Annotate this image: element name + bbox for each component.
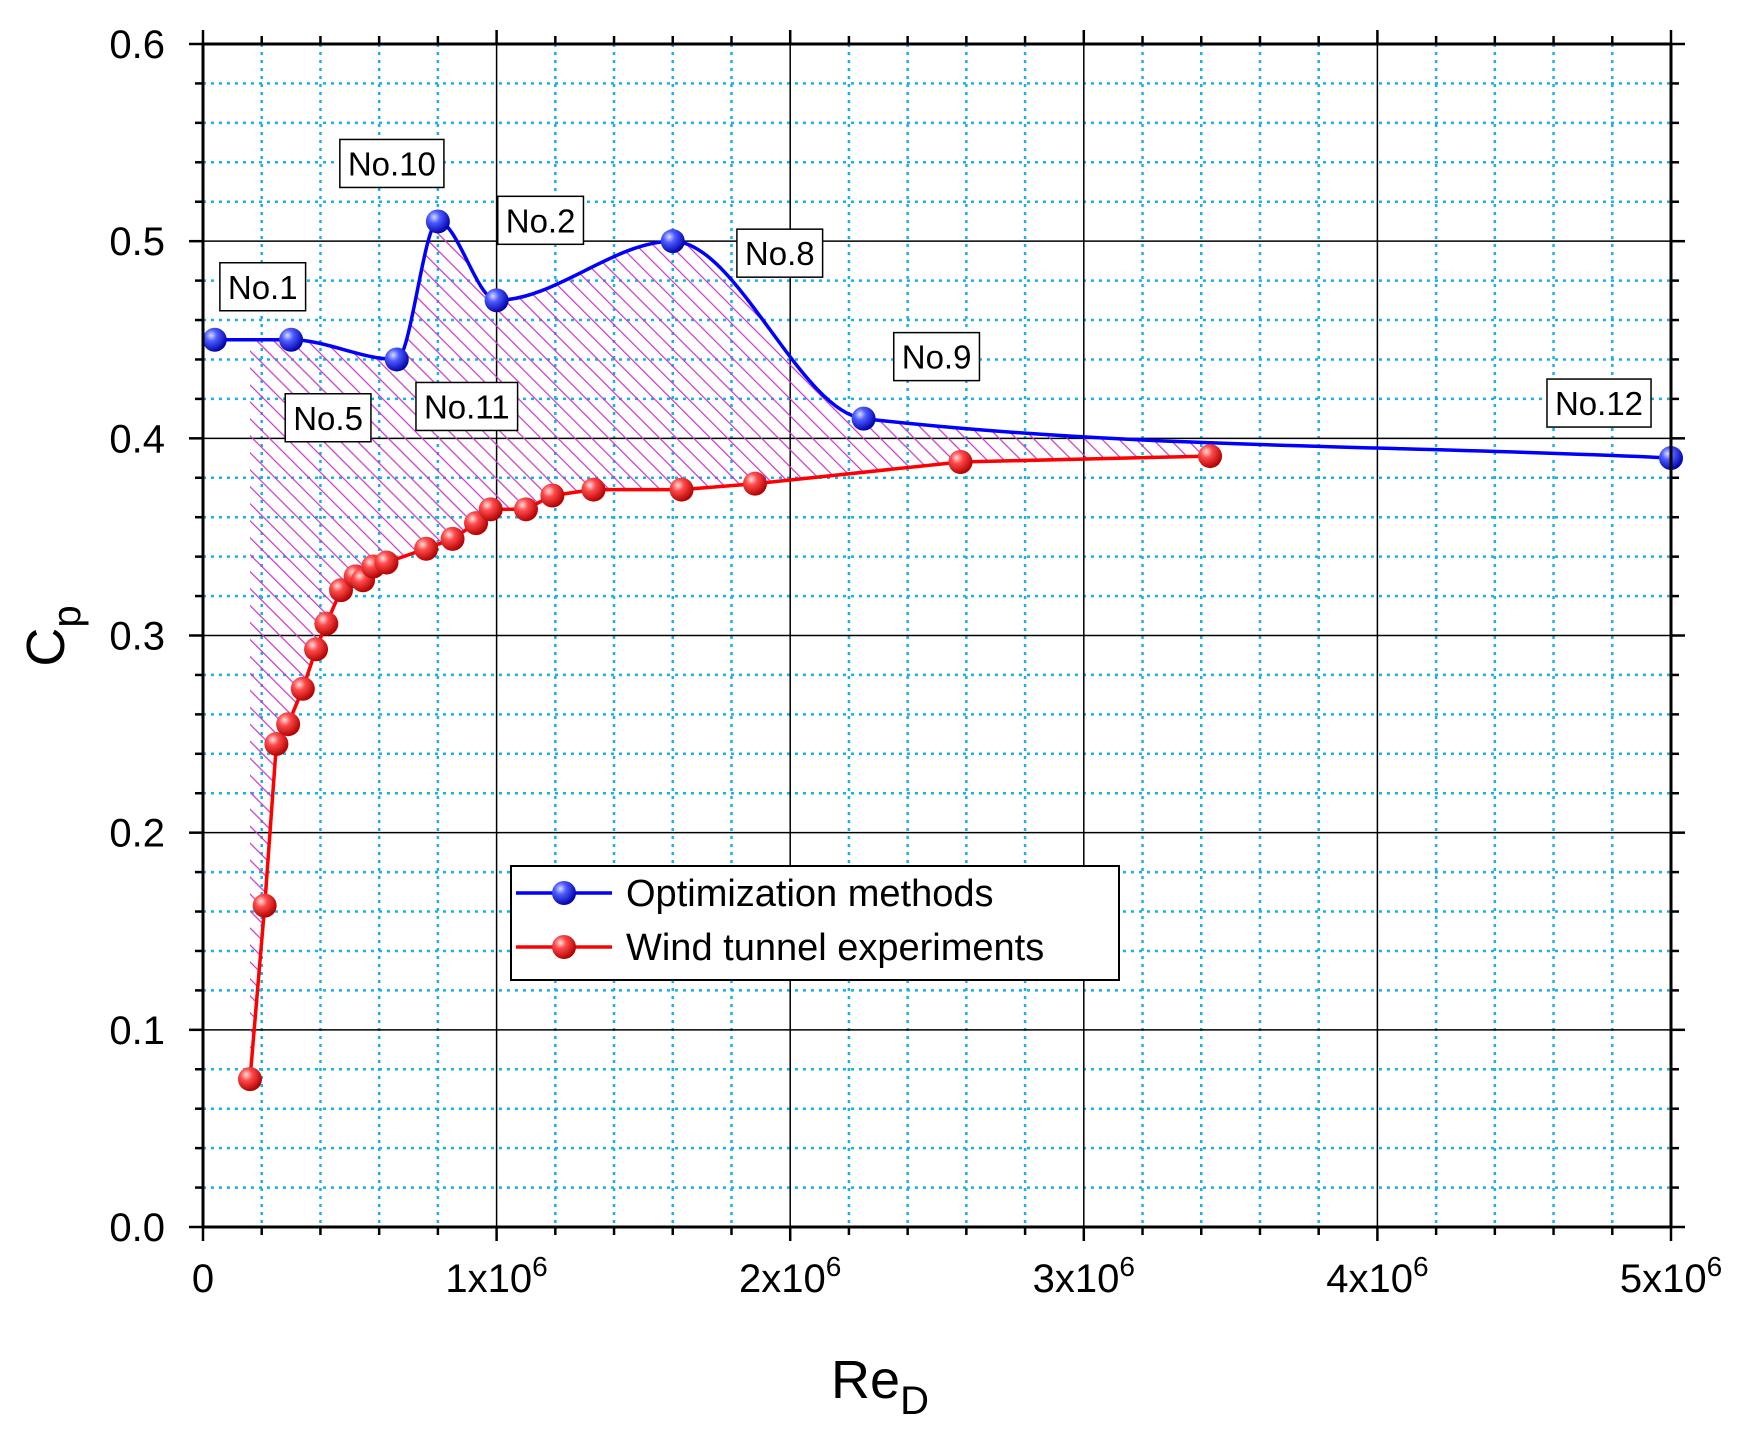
annotation-box	[496, 195, 585, 246]
annotation-box	[736, 228, 824, 278]
annotation-text: No.8	[745, 235, 815, 272]
annotation-label: No.2	[496, 195, 585, 246]
x-tick-label: 5x106	[1620, 1251, 1722, 1301]
legend-marker-optimization	[552, 881, 576, 905]
optimization-point	[851, 406, 876, 431]
annotation-label: No.9	[892, 331, 981, 382]
annotation-text: No.10	[348, 145, 436, 182]
annotation-label: No.1	[219, 262, 307, 312]
legend-box	[510, 865, 1120, 981]
point-annotations: No.1 No.5 No.11 No.10 No.2 No.8 No.9 No.12	[219, 138, 1652, 443]
annotation-box	[892, 331, 981, 382]
y-tick-label: 0.3	[109, 615, 165, 659]
wind-tunnel-point	[440, 526, 465, 551]
wind-tunnel-point	[264, 731, 289, 756]
annotation-label: No.8	[736, 228, 824, 278]
optimization-point	[279, 327, 304, 352]
legend-label-optimization: Optimization methods	[626, 873, 994, 915]
legend-marker-wind-tunnel	[552, 935, 576, 959]
wind-tunnel-point	[290, 676, 315, 701]
x-axis-title: ReD	[831, 1350, 929, 1423]
wind-tunnel-point	[513, 497, 538, 522]
annotation-label: No.10	[339, 138, 445, 189]
y-tick-label: 0.0	[109, 1206, 165, 1250]
optimization-point	[384, 347, 409, 372]
wind-tunnel-point	[669, 477, 694, 502]
annotation-label: No.12	[1546, 378, 1652, 428]
annotation-text: No.12	[1555, 385, 1643, 422]
optimization-point	[425, 209, 450, 234]
annotation-text: No.1	[228, 269, 298, 306]
optimization-point	[484, 288, 509, 313]
x-tick-label: 0	[192, 1257, 214, 1301]
annotation-label: No.5	[284, 393, 372, 443]
wind-tunnel-point	[304, 637, 329, 662]
annotation-box	[1546, 378, 1652, 428]
wind-tunnel-point	[948, 449, 973, 474]
x-tick-label: 3x106	[1033, 1251, 1135, 1301]
annotation-text: No.5	[293, 400, 363, 437]
y-axis-title: Cp	[16, 605, 89, 666]
series-line-optimization	[214, 219, 1672, 460]
annotation-box	[339, 138, 445, 189]
x-tick-label: 4x106	[1326, 1251, 1428, 1301]
wind-tunnel-point	[414, 536, 439, 561]
optimization-point	[202, 327, 227, 352]
legend: Optimization methods Wind tunnel experim…	[510, 865, 1120, 981]
x-tick-label: 1x106	[445, 1251, 547, 1301]
y-tick-label: 0.4	[109, 417, 165, 461]
difference-shaded-region	[250, 221, 1210, 1080]
shaded-region-path	[250, 221, 1210, 1080]
annotation-box	[219, 262, 307, 312]
wind-tunnel-point	[252, 893, 277, 918]
annotation-label: No.11	[415, 381, 519, 432]
wind-tunnel-point	[1198, 444, 1223, 469]
y-tick-label: 0.5	[109, 220, 165, 264]
major-grid	[203, 44, 1671, 1227]
wind-tunnel-point	[276, 712, 301, 737]
x-tick-label: 2x106	[739, 1251, 841, 1301]
optimization-point	[660, 229, 685, 254]
wind-tunnel-point	[314, 611, 339, 636]
tick-labels: 0 1x106 2x106 3x106 4x106 5x106 0.0 0.1 0.2 0.3 0.…	[109, 23, 1722, 1301]
wind-tunnel-point	[742, 471, 767, 496]
annotation-text: No.9	[902, 339, 972, 376]
y-tick-label: 0.6	[109, 23, 165, 67]
y-tick-label: 0.2	[109, 812, 165, 856]
wind-tunnel-point	[478, 497, 503, 522]
wind-tunnel-point	[237, 1067, 262, 1092]
wind-tunnel-point	[374, 550, 399, 575]
series-markers	[202, 209, 1683, 1092]
annotation-text: No.2	[506, 202, 576, 239]
annotation-box	[284, 393, 372, 443]
wind-tunnel-point	[540, 483, 565, 508]
y-tick-label: 0.1	[109, 1009, 165, 1053]
wind-tunnel-point	[581, 477, 606, 502]
annotation-box	[415, 381, 519, 432]
legend-label-wind-tunnel: Wind tunnel experiments	[626, 927, 1044, 969]
axes-frame	[189, 30, 1685, 1241]
annotation-text: No.11	[424, 388, 510, 425]
